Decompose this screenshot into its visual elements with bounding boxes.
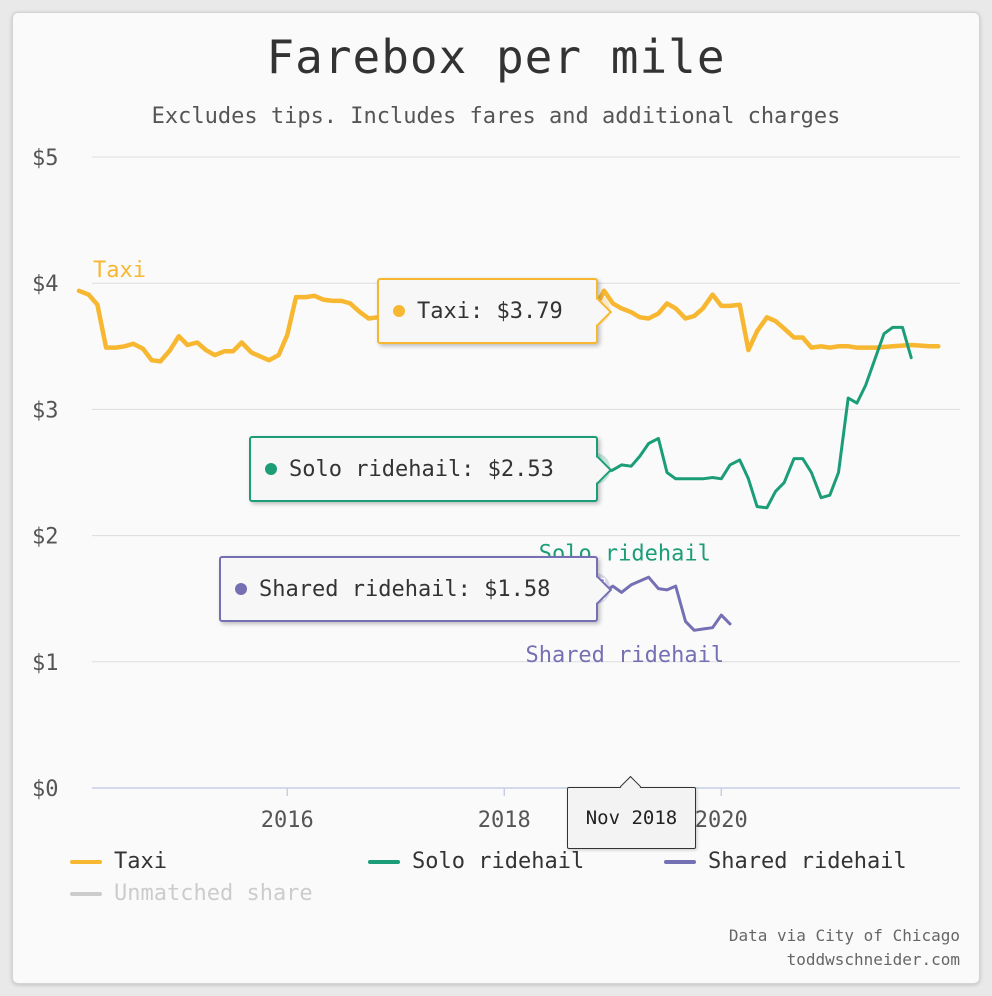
credits-source: Data via City of Chicago (728, 926, 960, 945)
x-tick-label: 2018 (478, 808, 531, 833)
date-tooltip: Nov 2018 (567, 775, 696, 849)
legend-label-taxi: Taxi (114, 849, 167, 874)
legend-item-taxi[interactable]: Taxi (70, 849, 167, 874)
series-label-shared-ridehail: Shared ridehail (525, 643, 724, 668)
series-line-solo-ridehail[interactable] (592, 325, 913, 510)
x-tick-label: 2016 (261, 808, 314, 833)
legend-item-solo-ridehail[interactable]: Solo ridehail (368, 849, 584, 874)
legend-item-unmatched-share[interactable]: Unmatched share (70, 881, 313, 906)
solo-tooltip: Solo ridehail: $2.53 (249, 436, 613, 502)
taxi-tooltip-dot (393, 305, 405, 317)
legend-swatch-shared-ridehail (664, 859, 696, 864)
legend-label-shared-ridehail: Shared ridehail (708, 849, 907, 874)
chart-subtitle: Excludes tips. Includes fares and additi… (151, 104, 841, 129)
legend-label-unmatched-share: Unmatched share (114, 881, 313, 906)
date-tooltip-text: Nov 2018 (585, 807, 678, 829)
x-tick-label: 2020 (695, 808, 748, 833)
legend-swatch-taxi (70, 859, 102, 864)
y-tick-label: $4 (32, 272, 59, 297)
y-tick-label: $0 (32, 777, 59, 802)
series-line-shared-ridehail[interactable] (592, 575, 732, 632)
legend-swatch-solo-ridehail (368, 859, 400, 864)
legend-item-shared-ridehail[interactable]: Shared ridehail (664, 849, 907, 874)
taxi-tooltip: Taxi: $3.79 (377, 278, 613, 344)
y-tick-label: $3 (32, 398, 59, 423)
chart-title: Farebox per mile (266, 30, 726, 84)
series-label-taxi: Taxi (93, 258, 146, 283)
legend-swatch-unmatched-share (70, 891, 102, 896)
shared-tooltip: Shared ridehail: $1.58 (219, 556, 613, 622)
solo-tooltip-text: Solo ridehail: $2.53 (289, 456, 554, 482)
y-tick-label: $1 (32, 651, 59, 676)
shared-tooltip-dot (235, 583, 247, 595)
taxi-tooltip-text: Taxi: $3.79 (417, 298, 563, 324)
credits-site[interactable]: toddwschneider.com (786, 950, 960, 969)
solo-tooltip-dot (265, 463, 277, 475)
shared-tooltip-text: Shared ridehail: $1.58 (259, 576, 551, 602)
legend-label-solo-ridehail: Solo ridehail (412, 849, 585, 874)
y-tick-label: $5 (32, 146, 59, 171)
y-tick-label: $2 (32, 525, 59, 550)
